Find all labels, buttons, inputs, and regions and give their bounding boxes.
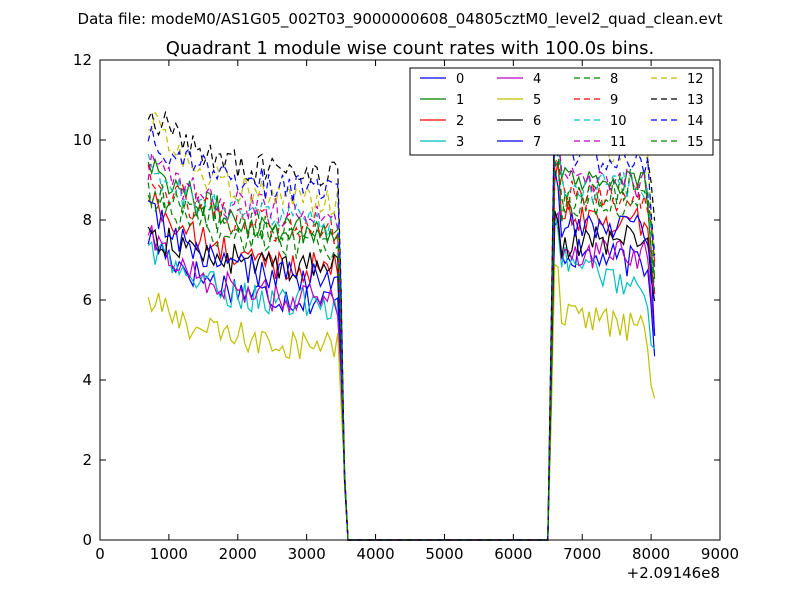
legend-label-2: 2 (456, 114, 464, 129)
legend-label-13: 13 (687, 93, 704, 108)
series-line-8 (147, 159, 656, 541)
legend-label-1: 1 (456, 93, 464, 108)
legend-label-11: 11 (610, 135, 627, 150)
legend-label-9: 9 (610, 93, 618, 108)
y-tick-label: 10 (73, 131, 92, 149)
x-tick-label: 7000 (563, 545, 601, 563)
legend-label-5: 5 (533, 93, 541, 108)
y-tick-label: 8 (82, 211, 92, 229)
x-tick-label: 8000 (632, 545, 670, 563)
series-line-5 (147, 263, 656, 541)
chart-title: Quadrant 1 module wise count rates with … (166, 38, 655, 59)
legend-label-14: 14 (687, 114, 704, 129)
x-tick-label: 4000 (356, 545, 394, 563)
x-tick-label: 3000 (288, 545, 326, 563)
series-line-15 (147, 152, 656, 541)
series-line-11 (147, 135, 656, 541)
legend-label-3: 3 (456, 135, 464, 150)
y-tick-label: 0 (82, 531, 92, 549)
legend-label-8: 8 (610, 72, 618, 87)
x-tick-label: 0 (95, 545, 105, 563)
x-tick-label: 6000 (494, 545, 532, 563)
legend-label-6: 6 (533, 114, 541, 129)
suptitle: Data file: modeM0/AS1G05_002T03_90000006… (78, 10, 723, 29)
legend-label-4: 4 (533, 72, 541, 87)
legend-label-7: 7 (533, 135, 541, 150)
legend-label-10: 10 (610, 114, 627, 129)
series-line-6 (147, 210, 656, 541)
x-tick-label: 2000 (219, 545, 257, 563)
legend-label-12: 12 (687, 72, 704, 87)
series-line-0 (147, 218, 656, 541)
series-line-3 (147, 211, 656, 541)
series-line-9 (147, 164, 656, 541)
x-tick-label: 5000 (425, 545, 463, 563)
series-line-14 (147, 96, 656, 541)
series-line-13 (147, 89, 656, 541)
series-line-1 (147, 126, 656, 541)
series-line-4 (147, 211, 656, 541)
y-tick-label: 6 (82, 291, 92, 309)
series-line-7 (147, 168, 656, 541)
series-line-10 (147, 139, 656, 541)
x-offset-label: +2.09146e8 (627, 564, 720, 582)
series-layer (147, 76, 656, 541)
y-tick-label: 2 (82, 451, 92, 469)
x-tick-label: 1000 (150, 545, 188, 563)
legend-label-15: 15 (687, 135, 704, 150)
legend-label-0: 0 (456, 72, 464, 87)
x-tick-label: 9000 (701, 545, 739, 563)
y-tick-label: 4 (82, 371, 92, 389)
ticks-layer: 0 1000 2000 3000 4000 5000 6000 7000 8000 9000 0 2 4… (73, 51, 739, 563)
y-tick-label: 12 (73, 51, 92, 69)
